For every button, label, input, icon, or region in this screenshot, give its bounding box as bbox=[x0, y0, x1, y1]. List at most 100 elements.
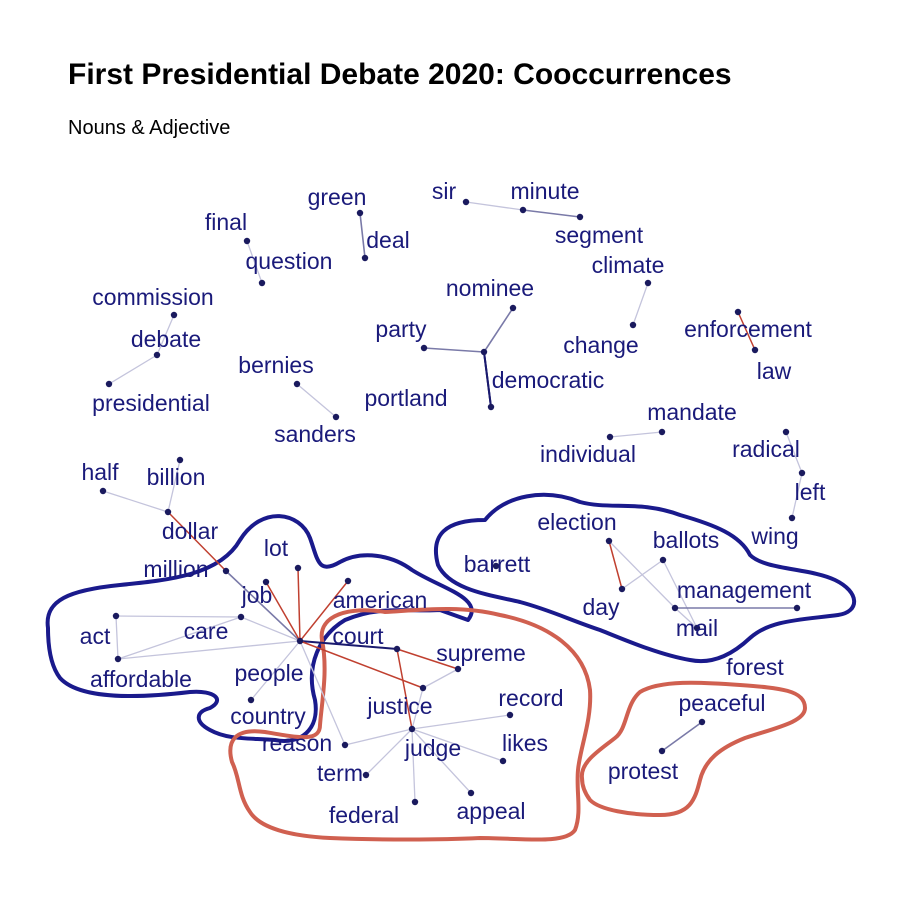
node-label-country: country bbox=[230, 703, 306, 729]
node-dot-court bbox=[393, 645, 401, 653]
node-dot-american bbox=[344, 577, 352, 585]
node-label-democratic: democratic bbox=[492, 367, 604, 393]
node-dot-protest bbox=[658, 747, 666, 755]
node-dot-day bbox=[618, 585, 626, 593]
edge-judge-reason bbox=[344, 728, 413, 746]
node-label-peaceful: peaceful bbox=[679, 690, 766, 716]
node-dot-peaceful bbox=[698, 718, 706, 726]
node-dot-sir bbox=[462, 198, 470, 206]
node-dot-deal bbox=[361, 254, 369, 262]
node-dot-portland bbox=[487, 403, 495, 411]
node-dot-enforcement bbox=[734, 308, 742, 316]
node-label-presidential: presidential bbox=[92, 390, 210, 416]
node-label-protest: protest bbox=[608, 758, 679, 784]
node-dot-mandate bbox=[658, 428, 666, 436]
node-dot-change bbox=[629, 321, 637, 329]
edge-portland-democratic bbox=[483, 351, 492, 408]
node-label-lot: lot bbox=[264, 535, 289, 561]
node-dot-judge bbox=[408, 725, 416, 733]
node-dot-ballots bbox=[659, 556, 667, 564]
node-dot-dollar bbox=[164, 508, 172, 516]
edge-layer bbox=[102, 201, 803, 803]
node-dot-presidential bbox=[105, 380, 113, 388]
node-label-nominee: nominee bbox=[446, 275, 534, 301]
node-label-care: care bbox=[184, 618, 229, 644]
edge-billion-dollar bbox=[167, 459, 181, 513]
node-label-half: half bbox=[81, 459, 119, 485]
node-label-sir: sir bbox=[432, 178, 457, 204]
node-label-forest: forest bbox=[726, 654, 784, 680]
edge-job-people bbox=[265, 581, 301, 642]
cluster-hull-red-right bbox=[579, 680, 807, 817]
node-dot-term bbox=[362, 771, 370, 779]
node-label-court: court bbox=[332, 623, 384, 649]
node-label-enforcement: enforcement bbox=[684, 316, 812, 342]
node-label-billion: billion bbox=[147, 464, 206, 490]
node-dot-segment bbox=[576, 213, 584, 221]
node-label-reason: reason bbox=[262, 730, 332, 756]
node-label-wing: wing bbox=[750, 523, 798, 549]
node-dot-barrett bbox=[492, 562, 500, 570]
node-dot-supreme bbox=[454, 665, 462, 673]
node-label-act: act bbox=[80, 623, 111, 649]
node-dot-commission bbox=[170, 311, 178, 319]
node-dot-management bbox=[671, 604, 679, 612]
node-dot-lot bbox=[294, 564, 302, 572]
node-label-federal: federal bbox=[329, 802, 399, 828]
node-label-job: job bbox=[241, 582, 273, 608]
node-dot-election bbox=[605, 537, 613, 545]
node-label-justice: justice bbox=[366, 693, 432, 719]
edge-bernies-sanders bbox=[296, 383, 337, 418]
node-label-bernies: bernies bbox=[238, 352, 313, 378]
edge-people-country bbox=[250, 640, 301, 701]
node-dot-individual bbox=[606, 433, 614, 441]
edge-people-reason bbox=[299, 640, 346, 746]
edge-nominee-democratic bbox=[483, 307, 514, 353]
edge-left-wing bbox=[791, 472, 803, 519]
edge-supreme-justice bbox=[422, 668, 459, 689]
node-dot-care bbox=[237, 613, 245, 621]
node-dot-federal bbox=[411, 798, 419, 806]
node-label-change: change bbox=[563, 332, 638, 358]
node-label-left: left bbox=[795, 479, 826, 505]
node-label-ballots: ballots bbox=[653, 527, 719, 553]
edge-sir-minute bbox=[465, 201, 524, 211]
node-dot-job bbox=[262, 578, 270, 586]
edge-court-supreme bbox=[396, 648, 459, 670]
node-label-management: management bbox=[677, 577, 812, 603]
edge-lot-people bbox=[297, 567, 301, 642]
edge-green-deal bbox=[359, 212, 366, 259]
node-dot-radical bbox=[782, 428, 790, 436]
node-dot-act bbox=[112, 612, 120, 620]
node-dot-party bbox=[420, 344, 428, 352]
diagram-subtitle: Nouns & Adjective bbox=[68, 117, 231, 139]
edge-justice-judge bbox=[411, 687, 424, 730]
edge-american-people bbox=[299, 580, 349, 642]
cluster-hull-blue-right bbox=[433, 492, 857, 664]
node-dot-million bbox=[222, 567, 230, 575]
node-dot-question bbox=[258, 279, 266, 287]
edge-mandate-individual bbox=[609, 431, 663, 438]
edge-party-democratic bbox=[423, 347, 485, 353]
node-label-appeal: appeal bbox=[456, 798, 525, 824]
edge-judge-term bbox=[365, 728, 413, 776]
node-label-individual: individual bbox=[540, 441, 636, 467]
node-dot-people bbox=[296, 637, 304, 645]
node-label-segment: segment bbox=[555, 222, 644, 248]
node-label-debate: debate bbox=[131, 326, 201, 352]
node-dot-appeal bbox=[467, 789, 475, 797]
node-label-term: term bbox=[317, 760, 363, 786]
node-label-mail: mail bbox=[676, 615, 718, 641]
cluster-hull-red-center bbox=[228, 606, 593, 842]
node-label-mandate: mandate bbox=[647, 399, 737, 425]
edge-ballots-mail bbox=[662, 559, 698, 629]
edge-judge-likes bbox=[411, 728, 504, 762]
edge-million-people bbox=[225, 570, 301, 642]
node-label-supreme: supreme bbox=[436, 640, 525, 666]
edge-minute-segment bbox=[522, 209, 581, 218]
node-dot-record bbox=[506, 711, 514, 719]
node-label-dollar: dollar bbox=[162, 518, 219, 544]
node-dot-likes bbox=[499, 757, 507, 765]
